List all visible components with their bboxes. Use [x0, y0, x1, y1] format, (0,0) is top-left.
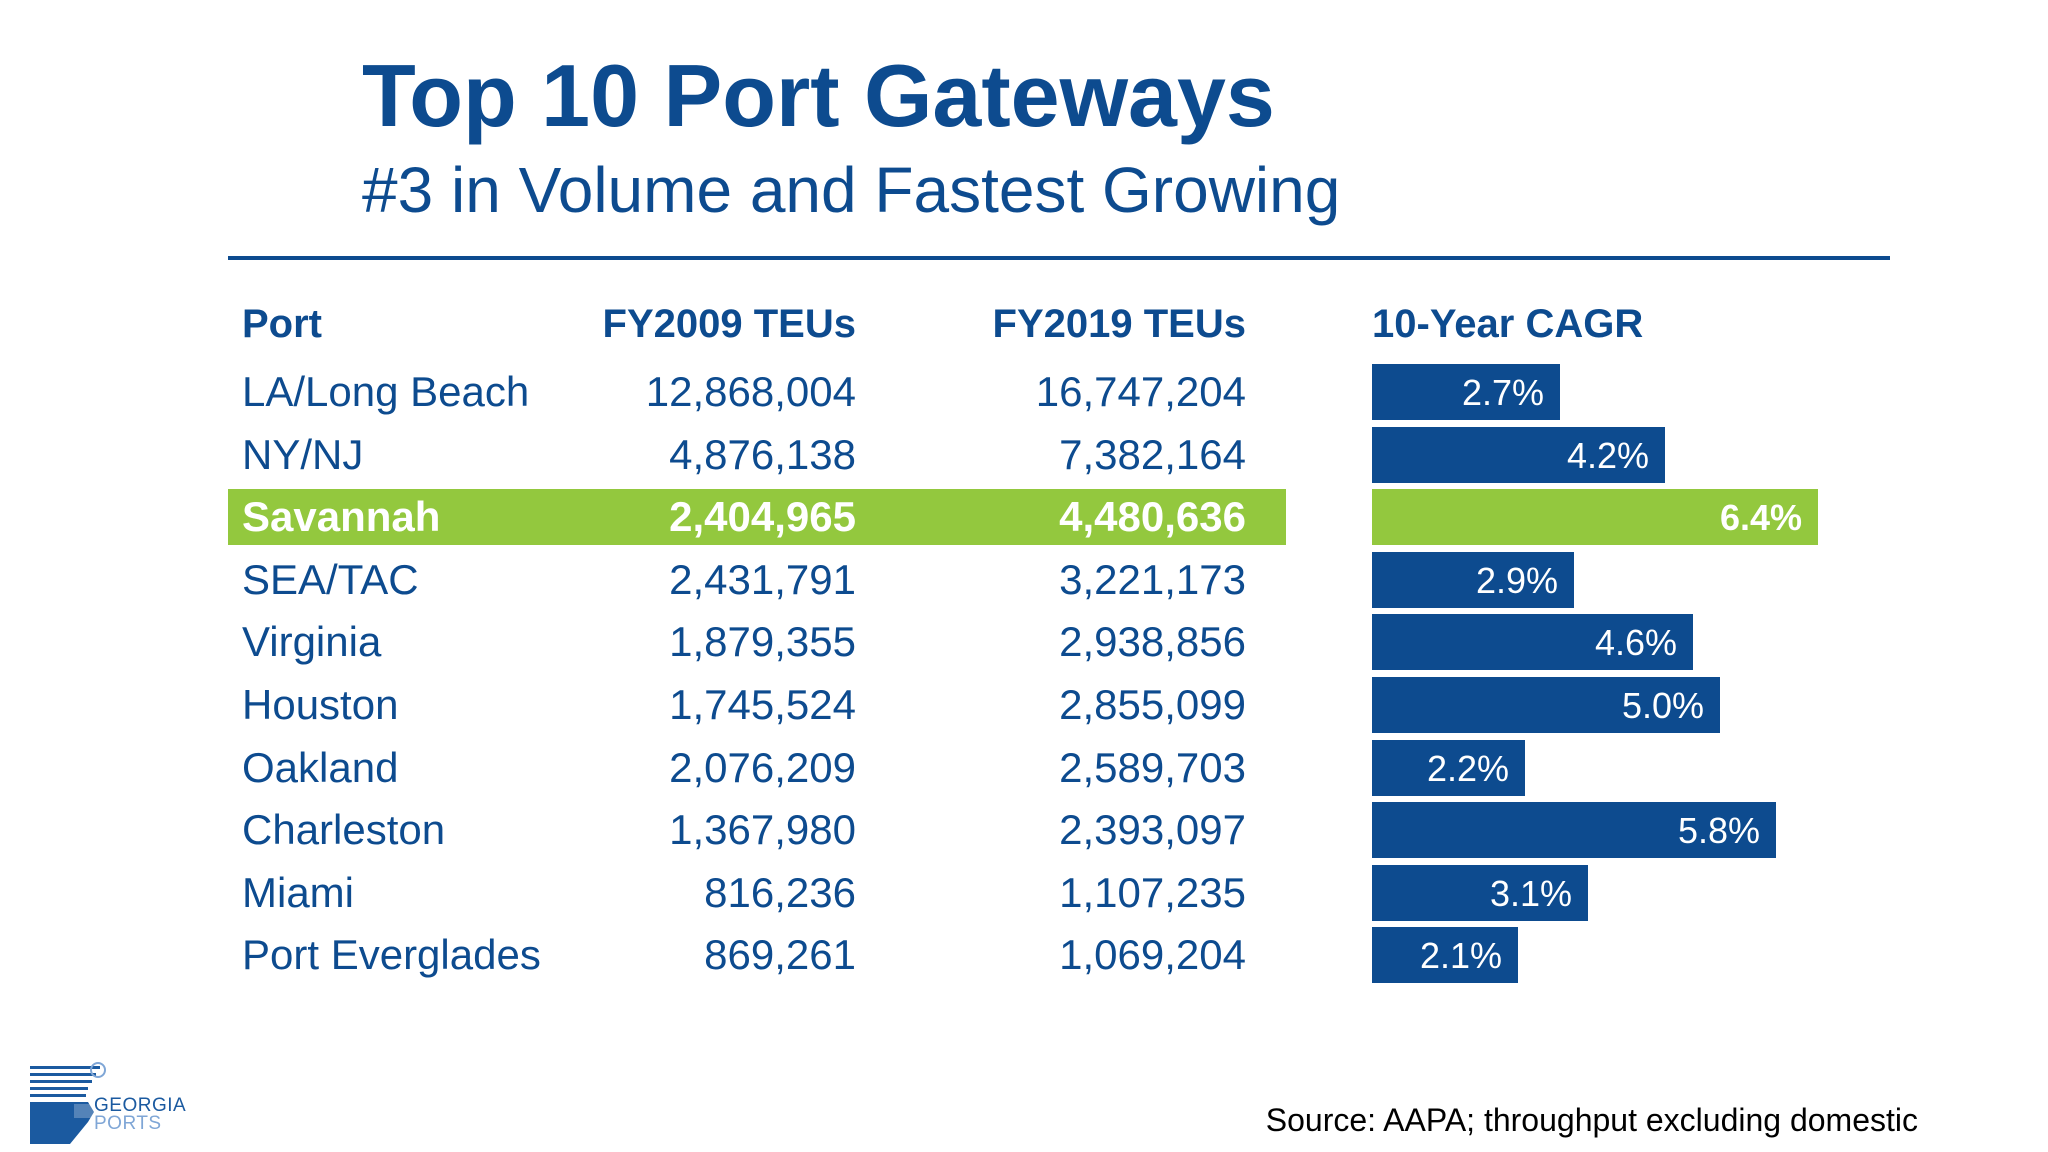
cagr-bar: 2.7% — [1372, 364, 1560, 420]
cagr-bar: 4.2% — [1372, 426, 1665, 483]
column-header-fy2019: FY2019 TEUs — [992, 302, 1246, 346]
fy2019-teus: 2,855,099 — [1059, 681, 1246, 728]
georgia-ports-logo-icon — [30, 1062, 106, 1144]
port-name: Oakland — [242, 743, 399, 791]
fy2019-teus: 2,393,097 — [1059, 806, 1246, 854]
table-row: LA/Long Beach 12,868,004 16,747,204 — [228, 364, 1286, 420]
cagr-bar: 2.1% — [1372, 927, 1518, 984]
port-name: Houston — [242, 681, 399, 728]
table-row: Virginia 1,879,355 2,938,856 — [228, 614, 1286, 670]
page-subtitle: #3 in Volume and Fastest Growing — [362, 154, 1341, 226]
fy2009-teus: 1,879,355 — [669, 618, 856, 666]
cagr-bar: 5.0% — [1372, 677, 1720, 733]
fy2009-teus: 869,261 — [704, 931, 856, 979]
column-header-cagr: 10-Year CAGR — [1372, 302, 1644, 346]
port-name: Miami — [242, 868, 354, 916]
table-row: NY/NJ 4,876,138 7,382,164 — [228, 427, 1286, 483]
fy2019-teus: 2,938,856 — [1059, 618, 1246, 666]
fy2009-teus: 2,404,965 — [669, 493, 856, 541]
fy2009-teus: 12,868,004 — [645, 368, 856, 415]
port-name: Charleston — [242, 806, 446, 854]
fy2009-teus: 4,876,138 — [669, 430, 856, 478]
fy2019-teus: 1,107,235 — [1059, 868, 1246, 916]
cagr-value-label: 4.6% — [1594, 622, 1677, 664]
cagr-value-label: 2.1% — [1419, 935, 1502, 977]
cagr-value-label: 2.2% — [1426, 747, 1509, 789]
source-note: Source: AAPA; throughput excluding domes… — [1265, 1102, 1918, 1138]
cagr-value-label: 2.7% — [1461, 372, 1544, 413]
fy2019-teus: 2,589,703 — [1059, 743, 1246, 791]
table-row: Charleston 1,367,980 2,393,097 — [228, 802, 1286, 858]
table-row: Miami 816,236 1,107,235 — [228, 865, 1286, 921]
fy2009-teus: 816,236 — [704, 868, 856, 916]
logo-text-ports: PORTS — [94, 1113, 162, 1134]
fy2019-teus: 7,382,164 — [1059, 430, 1246, 478]
port-name: LA/Long Beach — [242, 368, 530, 415]
port-name: Virginia — [242, 618, 382, 666]
table-row: Oakland 2,076,209 2,589,703 — [228, 740, 1286, 796]
port-name: SEA/TAC — [242, 555, 419, 603]
port-name: Savannah — [242, 493, 441, 541]
cagr-value-label: 4.2% — [1566, 434, 1649, 476]
fy2009-teus: 2,076,209 — [669, 743, 856, 791]
fy2009-teus: 1,367,980 — [669, 806, 856, 854]
cagr-value-label: 3.1% — [1489, 872, 1572, 914]
fy2019-teus: 3,221,173 — [1059, 555, 1246, 603]
cagr-value-label: 5.0% — [1621, 685, 1704, 726]
column-header-fy2009: FY2009 TEUs — [602, 302, 856, 346]
cagr-bar: 2.9% — [1372, 551, 1574, 608]
table-row: Port Everglades 869,261 1,069,204 — [228, 927, 1286, 983]
page-title: Top 10 Port Gateways — [362, 46, 1275, 145]
port-name: NY/NJ — [242, 430, 364, 478]
column-header-port: Port — [242, 302, 322, 346]
port-name: Port Everglades — [242, 931, 541, 979]
cagr-value-label: 6.4% — [1719, 497, 1802, 539]
table-row: SEA/TAC 2,431,791 3,221,173 — [228, 552, 1286, 608]
cagr-value-label: 5.8% — [1677, 810, 1760, 852]
fy2019-teus: 4,480,636 — [1059, 493, 1246, 541]
fy2019-teus: 1,069,204 — [1059, 931, 1246, 979]
title-divider — [228, 256, 1890, 260]
cagr-bar: 6.4% — [1372, 489, 1818, 546]
table-row: Houston 1,745,524 2,855,099 — [228, 677, 1286, 733]
fy2019-teus: 16,747,204 — [1035, 368, 1246, 415]
cagr-bar: 3.1% — [1372, 864, 1588, 921]
cagr-bar: 2.2% — [1372, 739, 1525, 796]
cagr-bar: 5.8% — [1372, 802, 1776, 859]
fy2009-teus: 2,431,791 — [669, 555, 856, 603]
fy2009-teus: 1,745,524 — [669, 681, 856, 728]
table-row: Savannah 2,404,965 4,480,636 — [228, 489, 1286, 546]
cagr-bar: 4.6% — [1372, 614, 1693, 671]
logo-text-georgia: GEORGIA — [94, 1095, 187, 1116]
cagr-value-label: 2.9% — [1475, 559, 1558, 601]
